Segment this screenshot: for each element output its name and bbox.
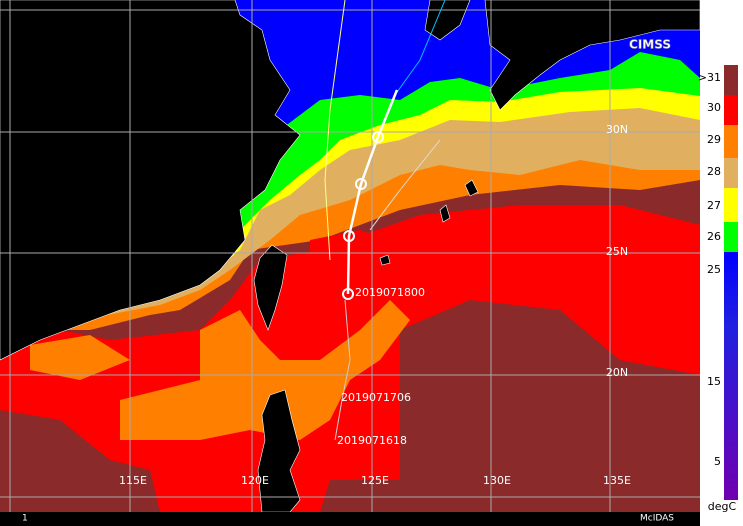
- colorbar-label: 27: [707, 199, 721, 212]
- colorbar-label: >31: [698, 71, 721, 84]
- sst-30-patch: [310, 230, 400, 270]
- lon-label: 135E: [603, 474, 631, 487]
- ryukyu: [464, 179, 479, 197]
- software-label: McIDAS: [640, 514, 674, 524]
- track-point: [372, 131, 384, 143]
- japan: [484, 0, 701, 111]
- ryukyu: [439, 204, 451, 223]
- past-track: [334, 299, 351, 441]
- colorbar-label: 29: [707, 133, 721, 146]
- land: [0, 0, 701, 513]
- track-point: [342, 288, 354, 300]
- colorbar-unit: degC: [708, 500, 737, 513]
- forecast-track: [394, 0, 446, 96]
- colorbar-swatch: [724, 158, 738, 188]
- track-time-label: 2019071800: [355, 286, 425, 299]
- colorbar-swatch: [724, 188, 738, 222]
- forecast-track: [324, 0, 346, 261]
- graticule: [0, 0, 700, 512]
- taiwan: [253, 244, 288, 331]
- track-time-label: 2019071706: [341, 391, 411, 404]
- lon-label: 130E: [483, 474, 511, 487]
- colorbar-label: 25: [707, 263, 721, 276]
- luzon: [257, 389, 301, 513]
- colorbar-swatch: [724, 95, 738, 125]
- tracks: [324, 0, 446, 441]
- colorbar-label: 28: [707, 165, 721, 178]
- colorbar-swatch: [724, 252, 738, 500]
- lon-label: 120E: [241, 474, 269, 487]
- track-time-label: 2019071618: [337, 434, 407, 447]
- storm-track: [346, 89, 399, 295]
- colorbar-label: 15: [707, 375, 721, 388]
- frame-number: 1: [22, 514, 28, 524]
- track-point: [343, 230, 355, 242]
- lat-label: 30N: [606, 123, 628, 136]
- colorbar-swatch: [724, 65, 738, 95]
- colorbar-label: 26: [707, 230, 721, 243]
- forecast-track: [369, 139, 441, 231]
- footer-bar: [0, 512, 700, 526]
- lon-label: 125E: [361, 474, 389, 487]
- colorbar-label: 5: [714, 455, 721, 468]
- colorbar: >31 30 29 28 27 26 25 15 5 degC: [698, 0, 743, 526]
- colorbar-label: 30: [707, 101, 721, 114]
- sst-29-patch: [120, 300, 410, 440]
- lat-label: 20N: [606, 366, 628, 379]
- sst-29-patch: [30, 335, 130, 380]
- footer: 1 McIDAS: [0, 512, 700, 526]
- lon-label: 115E: [119, 474, 147, 487]
- ryukyu: [379, 254, 391, 266]
- colorbar-swatch: [724, 222, 738, 252]
- colorbar-swatch: [724, 125, 738, 158]
- lat-label: 25N: [606, 245, 628, 258]
- logo: CIMSS: [629, 38, 671, 52]
- track-point: [355, 178, 367, 190]
